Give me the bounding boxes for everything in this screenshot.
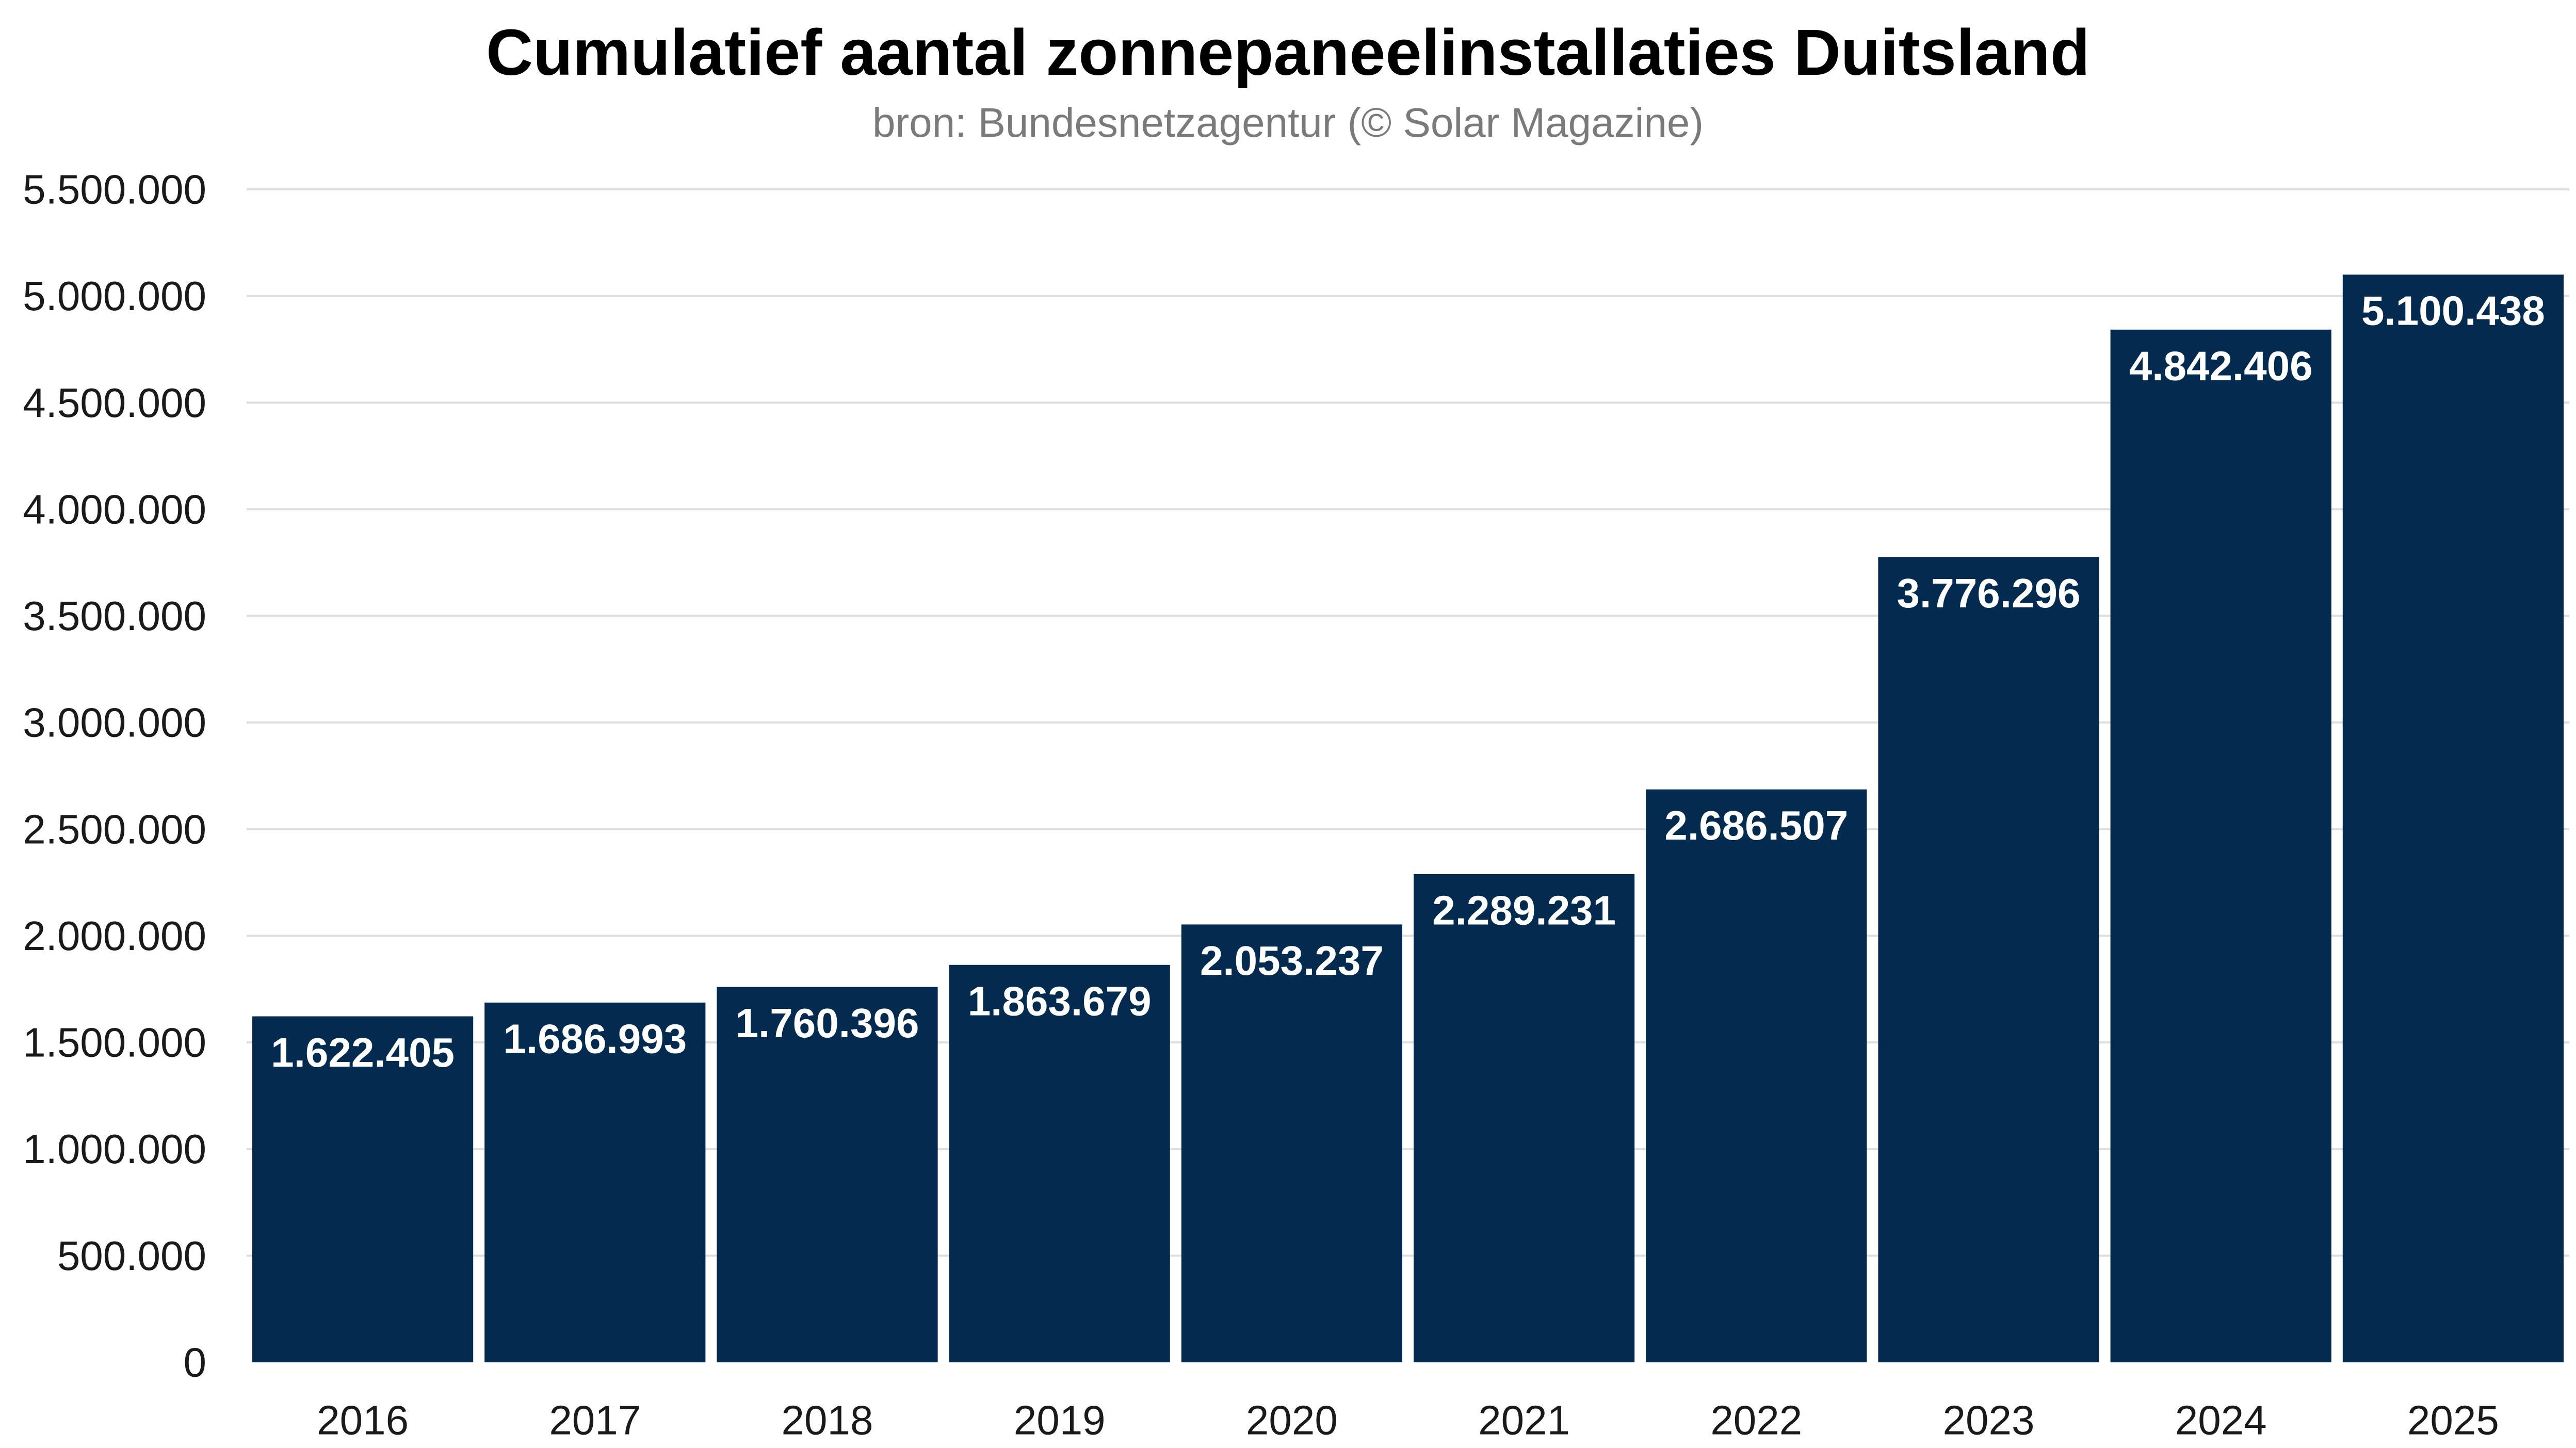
bar-2022 [1646,789,1867,1362]
y-tick-label: 2.500.000 [23,806,206,852]
data-label: 1.622.405 [271,1029,455,1075]
bars [252,275,2564,1363]
y-tick-label: 4.000.000 [23,486,206,532]
y-tick-label: 5.000.000 [23,273,206,319]
x-tick-label: 2020 [1246,1397,1338,1443]
data-label: 2.686.507 [1664,802,1848,848]
x-tick-label: 2024 [2175,1397,2267,1443]
y-axis: 0 500.000 1.000.000 1.500.000 2.000.000 2.500… [23,167,206,1386]
data-label: 1.686.993 [503,1016,687,1061]
x-tick-label: 2025 [2407,1397,2499,1443]
bar-2023 [1878,557,2099,1362]
y-tick-label: 4.500.000 [23,380,206,426]
chart-title: Cumulatief aantal zonnepaneelinstallatie… [486,16,2090,89]
x-tick-label: 2016 [317,1397,409,1443]
data-labels: 1.622.405 1.686.993 1.760.396 1.863.679 2.05… [271,288,2545,1075]
bar-2025 [2342,275,2564,1363]
bar-2019 [949,964,1170,1362]
x-tick-label: 2023 [1943,1397,2035,1443]
bar-2018 [717,987,938,1362]
bar-2016 [252,1016,474,1362]
data-label: 1.863.679 [968,978,1152,1024]
data-label: 3.776.296 [1897,570,2081,616]
x-tick-label: 2022 [1710,1397,1802,1443]
y-tick-label: 3.000.000 [23,700,206,746]
bar-2024 [2110,329,2331,1363]
x-tick-label: 2019 [1014,1397,1106,1443]
data-label: 2.053.237 [1200,938,1384,984]
y-tick-label: 5.500.000 [23,167,206,213]
y-tick-label: 2.000.000 [23,913,206,959]
y-tick-label: 1.500.000 [23,1020,206,1066]
data-label: 5.100.438 [2361,288,2545,334]
bar-2021 [1414,874,1635,1362]
y-tick-label: 1.000.000 [23,1126,206,1172]
chart-subtitle: bron: Bundesnetzagentur (© Solar Magazin… [872,100,1704,146]
data-label: 2.289.231 [1432,887,1616,933]
data-label: 4.842.406 [2129,343,2313,389]
data-label: 1.760.396 [736,1000,919,1046]
y-tick-label: 3.500.000 [23,593,206,639]
y-tick-label: 0 [184,1340,207,1386]
x-tick-label: 2018 [782,1397,873,1443]
x-axis: 2016 2017 2018 2019 2020 2021 2022 2023 2024 2025 [317,1397,2499,1443]
bar-2017 [484,1002,706,1362]
x-tick-label: 2021 [1478,1397,1570,1443]
bar-2020 [1181,924,1402,1362]
x-tick-label: 2017 [549,1397,641,1443]
y-tick-label: 500.000 [57,1233,206,1279]
